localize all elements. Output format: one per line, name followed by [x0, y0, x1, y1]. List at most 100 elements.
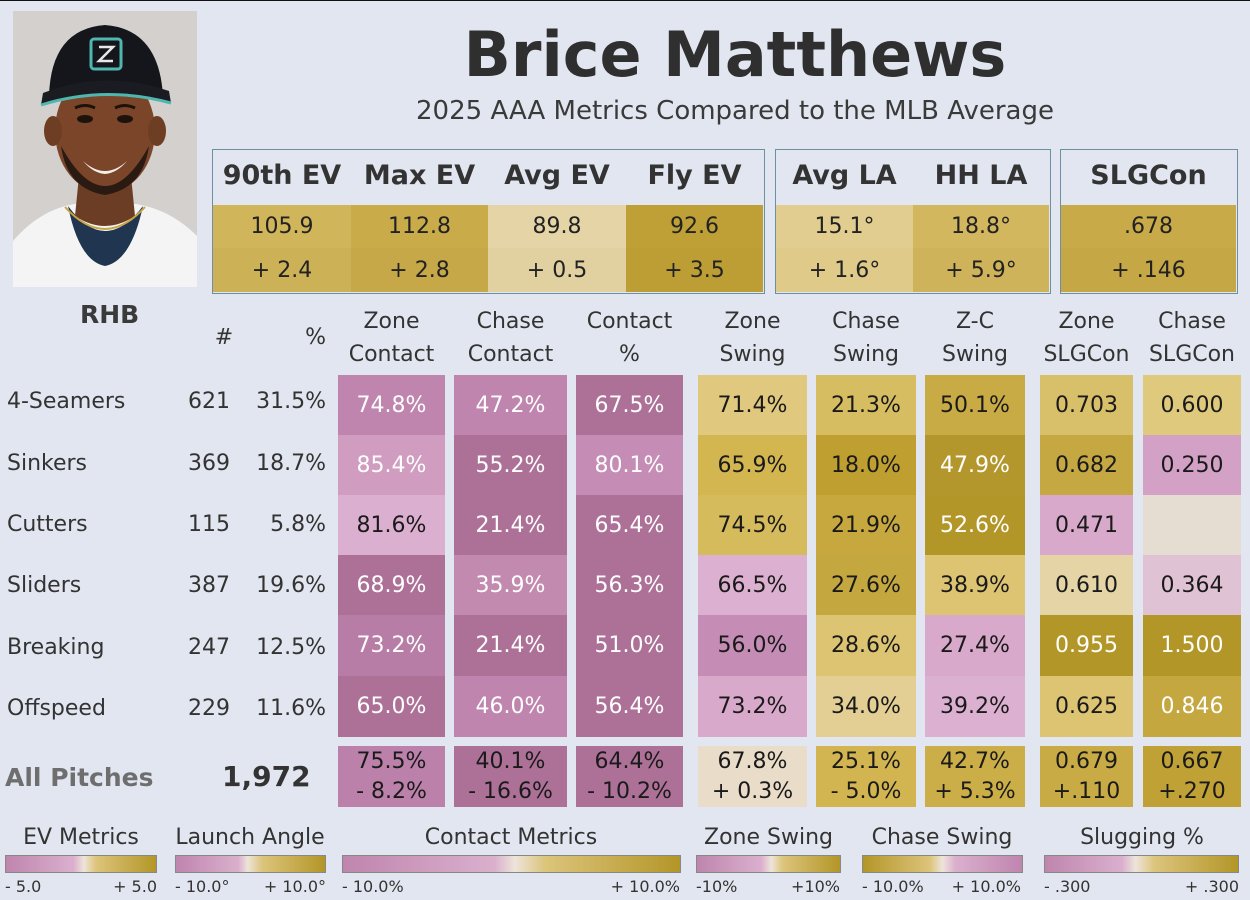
table-cell: 47.9% — [925, 435, 1025, 495]
col-header-line1: Chase — [476, 309, 545, 334]
col-header-line2: SLGCon — [1148, 342, 1236, 367]
table-cell: 35.9% — [454, 555, 567, 615]
summary-value: 42.7% — [940, 748, 1010, 774]
table-cell: 46.0% — [454, 676, 567, 737]
summary-diff: + 5.3% — [934, 778, 1016, 804]
summary-diff: - 5.0% — [830, 778, 902, 804]
row-label-sliders: Sliders — [7, 573, 82, 598]
row-count: 621 — [188, 389, 230, 414]
legend-min-contact: - 10.0% — [342, 877, 404, 896]
col-header-line2: Contact — [348, 342, 435, 367]
la-diff-avg: + 1.6° — [776, 248, 913, 292]
table-cell: 0.955 — [1040, 615, 1133, 676]
summary-value: 25.1% — [831, 748, 901, 774]
summary-diff: + 0.3% — [711, 778, 794, 804]
col-header-line2: % — [619, 342, 640, 367]
la-header-avg: Avg LA — [792, 160, 897, 191]
legend-max-zone-swing: +10% — [791, 877, 840, 896]
slgcon-header: SLGCon — [1090, 160, 1207, 191]
table-cell: 0.471 — [1040, 495, 1133, 555]
summary-value: 67.8% — [717, 748, 788, 774]
summary-value: 0.679 — [1055, 748, 1118, 774]
table-cell: 68.9% — [338, 555, 445, 615]
legend-bar-ev — [5, 855, 157, 873]
legend-bar-la — [175, 855, 326, 873]
table-cell: 55.2% — [454, 435, 567, 495]
table-cell: 73.2% — [698, 676, 807, 737]
col-header-line1: Zone — [1058, 309, 1115, 334]
legend-title-contact: Contact Metrics — [424, 825, 598, 850]
legend-min-ev: - 5.0 — [5, 877, 42, 896]
summary-value: 40.1% — [475, 748, 546, 774]
la-header-hh: HH LA — [934, 160, 1028, 191]
table-cell: 0.625 — [1040, 676, 1133, 737]
col-header-line1: Z-C — [956, 309, 994, 334]
slgcon-diff: + .146 — [1061, 248, 1236, 292]
legend-title-ev: EV Metrics — [23, 825, 139, 850]
ev-value-max: 112.8 — [351, 205, 488, 248]
pct-header: % — [305, 325, 326, 350]
legend-bar-zone-swing — [696, 855, 841, 873]
legend-min-la: - 10.0° — [175, 877, 230, 896]
ev-value-90th: 105.9 — [213, 205, 351, 248]
legend-min-chase-swing: - 10.0% — [862, 877, 924, 896]
row-count: 115 — [188, 512, 230, 537]
ev-header-avg: Avg EV — [504, 160, 610, 191]
ev-header-90th: 90th EV — [222, 160, 342, 191]
summary-cell-chase-swing: 25.1% - 5.0% — [816, 746, 916, 807]
table-cell: 39.2% — [925, 676, 1025, 737]
summary-value: 0.667 — [1160, 748, 1224, 774]
col-header-line2: Swing — [942, 342, 1008, 367]
row-pct: 31.5% — [256, 389, 326, 414]
legend-title-chase-swing: Chase Swing — [871, 825, 1013, 850]
row-pct: 18.7% — [256, 451, 326, 476]
ev-header-fly: Fly EV — [647, 160, 742, 191]
table-cell: 51.0% — [576, 615, 683, 676]
col-header-chase-contact: Chase Contact — [454, 305, 567, 371]
summary-cell-zone-slgcon: 0.679 +.110 — [1040, 746, 1133, 807]
row-count: 247 — [188, 635, 230, 660]
summary-cell-zone-swing: 67.8% + 0.3% — [698, 746, 807, 807]
legend-min-slugging: - .300 — [1044, 877, 1091, 896]
table-cell: 71.4% — [698, 375, 807, 435]
table-cell: 73.2% — [338, 615, 445, 676]
row-label-cutters: Cutters — [7, 512, 88, 537]
table-cell: 56.3% — [576, 555, 683, 615]
table-cell: 74.5% — [698, 495, 807, 555]
table-cell: 0.846 — [1143, 676, 1241, 737]
all-pitches-count: 1,972 — [222, 760, 311, 793]
table-cell: 21.3% — [816, 375, 916, 435]
table-cell: 50.1% — [925, 375, 1025, 435]
table-cell: 28.6% — [816, 615, 916, 676]
ev-value-fly: 92.6 — [626, 205, 763, 248]
summary-cell-chase-contact: 40.1% - 16.6% — [454, 746, 567, 807]
table-cell: 27.4% — [925, 615, 1025, 676]
col-header-line1: Chase — [832, 309, 900, 334]
col-header-zone-slgcon: Zone SLGCon — [1040, 305, 1133, 371]
legend-max-ev: + 5.0 — [113, 877, 157, 896]
table-cell: 66.5% — [698, 555, 807, 615]
table-cell: 21.9% — [816, 495, 916, 555]
legend-title-slugging: Slugging % — [1080, 825, 1204, 850]
summary-value: 75.5% — [356, 748, 427, 774]
table-cell: 74.8% — [338, 375, 445, 435]
row-pct: 5.8% — [270, 512, 326, 537]
legend-bar-chase-swing — [862, 855, 1023, 873]
count-header: # — [214, 325, 234, 350]
summary-cell-contact-pct: 64.4% - 10.2% — [576, 746, 683, 807]
player-headshot-image — [13, 11, 197, 287]
col-header-line1: Zone — [363, 309, 420, 334]
player-photo — [13, 11, 197, 287]
col-header-contact-pct: Contact% — [576, 305, 683, 371]
row-count: 229 — [188, 696, 230, 721]
table-cell: 65.9% — [698, 435, 807, 495]
ev-diff-fly: + 3.5 — [626, 248, 763, 292]
table-cell: 0.600 — [1143, 375, 1241, 435]
col-header-line1: Contact — [586, 309, 673, 334]
legend-title-la: Launch Angle — [175, 825, 325, 850]
ev-diff-90th: + 2.4 — [213, 248, 351, 292]
table-cell: 0.703 — [1040, 375, 1133, 435]
top-border — [0, 0, 1250, 1]
row-pct: 11.6% — [256, 696, 326, 721]
table-cell: 80.1% — [576, 435, 683, 495]
